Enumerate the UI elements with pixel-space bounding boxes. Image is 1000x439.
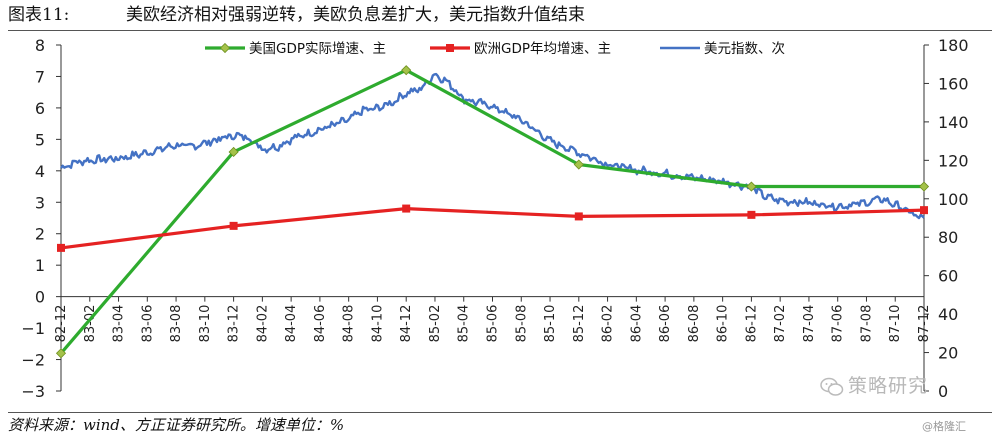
y-right-tick-label: 20 xyxy=(938,344,958,363)
us-gdp-point xyxy=(401,65,412,76)
x-tick-label: 85-06 xyxy=(486,305,501,343)
x-tick-label: 84-08 xyxy=(342,305,357,343)
eu-gdp-point xyxy=(747,210,756,219)
y-left-tick-label: 1 xyxy=(35,256,45,275)
x-tick-label: 85-04 xyxy=(457,305,472,343)
legend-label: 美元指数、次 xyxy=(704,41,785,57)
x-tick-label: 87-02 xyxy=(773,305,788,343)
x-tick-label: 83-04 xyxy=(112,305,127,343)
y-left-tick-label: 0 xyxy=(35,288,45,307)
y-right-tick-label: 80 xyxy=(938,228,958,247)
series-line-dollar-index xyxy=(60,72,925,220)
us-gdp-point xyxy=(573,159,584,170)
legend-marker xyxy=(446,44,454,52)
us-gdp-point xyxy=(55,348,67,359)
x-tick-label: 82-12 xyxy=(54,305,69,343)
legend-marker xyxy=(219,42,231,54)
x-tick-label: 86-02 xyxy=(601,305,616,343)
y-right-tick-label: 60 xyxy=(938,267,958,286)
x-tick-label: 87-12 xyxy=(917,305,932,343)
x-tick-label: 86-10 xyxy=(716,305,731,343)
top-rule xyxy=(8,30,992,31)
legend-dollar-index: 美元指数、次 xyxy=(660,41,785,57)
x-tick-label: 86-12 xyxy=(744,305,759,343)
x-tick-label: 85-12 xyxy=(572,305,587,343)
y-left-tick-label: −1 xyxy=(21,319,45,338)
x-tick-label: 85-10 xyxy=(543,305,558,343)
credit: @格隆汇 xyxy=(922,420,966,433)
eu-gdp-point xyxy=(57,243,65,252)
figure-label: 图表11: xyxy=(8,5,70,25)
series-line-us-gdp xyxy=(59,68,924,355)
watermark: 策略研究 xyxy=(848,375,929,397)
legend-eu-gdp: 欧洲GDP年均增速、主 xyxy=(430,41,611,57)
y-left-tick-label: 6 xyxy=(35,99,45,118)
legend: 美国GDP实际增速、主 欧洲GDP年均增速、主 美元指数、次 xyxy=(205,41,785,57)
y-left-tick-label: 8 xyxy=(35,36,45,55)
x-tick-label: 84-02 xyxy=(255,305,270,343)
chart: −3−2−10123456780204060801001201401601808… xyxy=(21,36,968,401)
y-right-tick-label: 140 xyxy=(938,113,969,132)
eu-gdp-point xyxy=(229,221,238,230)
x-tick-label: 87-04 xyxy=(802,305,817,343)
axes: −3−2−10123456780204060801001201401601808… xyxy=(21,36,968,401)
figure-title-text: 美欧经济相对强弱逆转，美欧负息差扩大，美元指数升值结束 xyxy=(126,5,585,25)
x-tick-label: 83-06 xyxy=(140,305,155,343)
x-tick-label: 85-02 xyxy=(428,305,443,343)
x-tick-label: 83-08 xyxy=(169,305,184,343)
y-right-tick-label: 0 xyxy=(938,382,948,401)
y-right-tick-label: 160 xyxy=(938,74,969,93)
x-tick-label: 84-04 xyxy=(284,305,299,343)
y-left-tick-label: 2 xyxy=(35,225,45,244)
y-right-tick-label: 100 xyxy=(938,190,969,209)
bottom-rule xyxy=(8,412,992,413)
us-gdp-point xyxy=(918,181,930,192)
legend-us-gdp: 美国GDP实际增速、主 xyxy=(205,41,386,57)
x-tick-label: 83-12 xyxy=(227,305,242,343)
y-right-tick-label: 120 xyxy=(938,151,969,170)
legend-label: 欧洲GDP年均增速、主 xyxy=(474,41,611,57)
source-note: 资料来源：wind、方正证券研究所。增速单位：% xyxy=(8,416,345,434)
us-gdp-point xyxy=(746,181,757,192)
x-tick-label: 84-10 xyxy=(370,305,385,343)
figure-title: 图表11: 美欧经济相对强弱逆转，美欧负息差扩大，美元指数升值结束 xyxy=(8,0,992,30)
eu-gdp-point xyxy=(402,204,411,213)
eu-gdp-point xyxy=(574,212,583,221)
x-tick-label: 87-06 xyxy=(831,305,846,343)
y-left-tick-label: 4 xyxy=(35,162,45,181)
x-tick-label: 87-08 xyxy=(859,305,874,343)
x-tick-label: 84-06 xyxy=(313,305,328,343)
series-lines xyxy=(55,65,930,359)
x-tick-label: 86-08 xyxy=(687,305,702,343)
y-left-tick-label: 3 xyxy=(35,193,45,212)
x-tick-label: 86-06 xyxy=(658,305,673,343)
y-left-tick-label: −2 xyxy=(21,351,45,370)
y-right-tick-label: 40 xyxy=(938,305,958,324)
x-tick-label: 85-08 xyxy=(514,305,529,343)
series-line-eu-gdp xyxy=(60,207,925,250)
us-gdp-point xyxy=(228,146,239,158)
y-right-tick-label: 180 xyxy=(938,36,969,55)
y-left-tick-label: 5 xyxy=(35,130,45,149)
y-left-tick-label: 7 xyxy=(35,67,45,86)
y-left-tick-label: −3 xyxy=(21,382,45,401)
x-tick-label: 86-04 xyxy=(629,305,644,343)
eu-gdp-point xyxy=(920,206,928,215)
wechat-icon xyxy=(820,377,844,396)
legend-label: 美国GDP实际增速、主 xyxy=(249,41,386,57)
x-tick-label: 83-10 xyxy=(198,305,213,343)
x-tick-label: 84-12 xyxy=(399,305,414,343)
x-tick-label: 87-10 xyxy=(888,305,903,343)
